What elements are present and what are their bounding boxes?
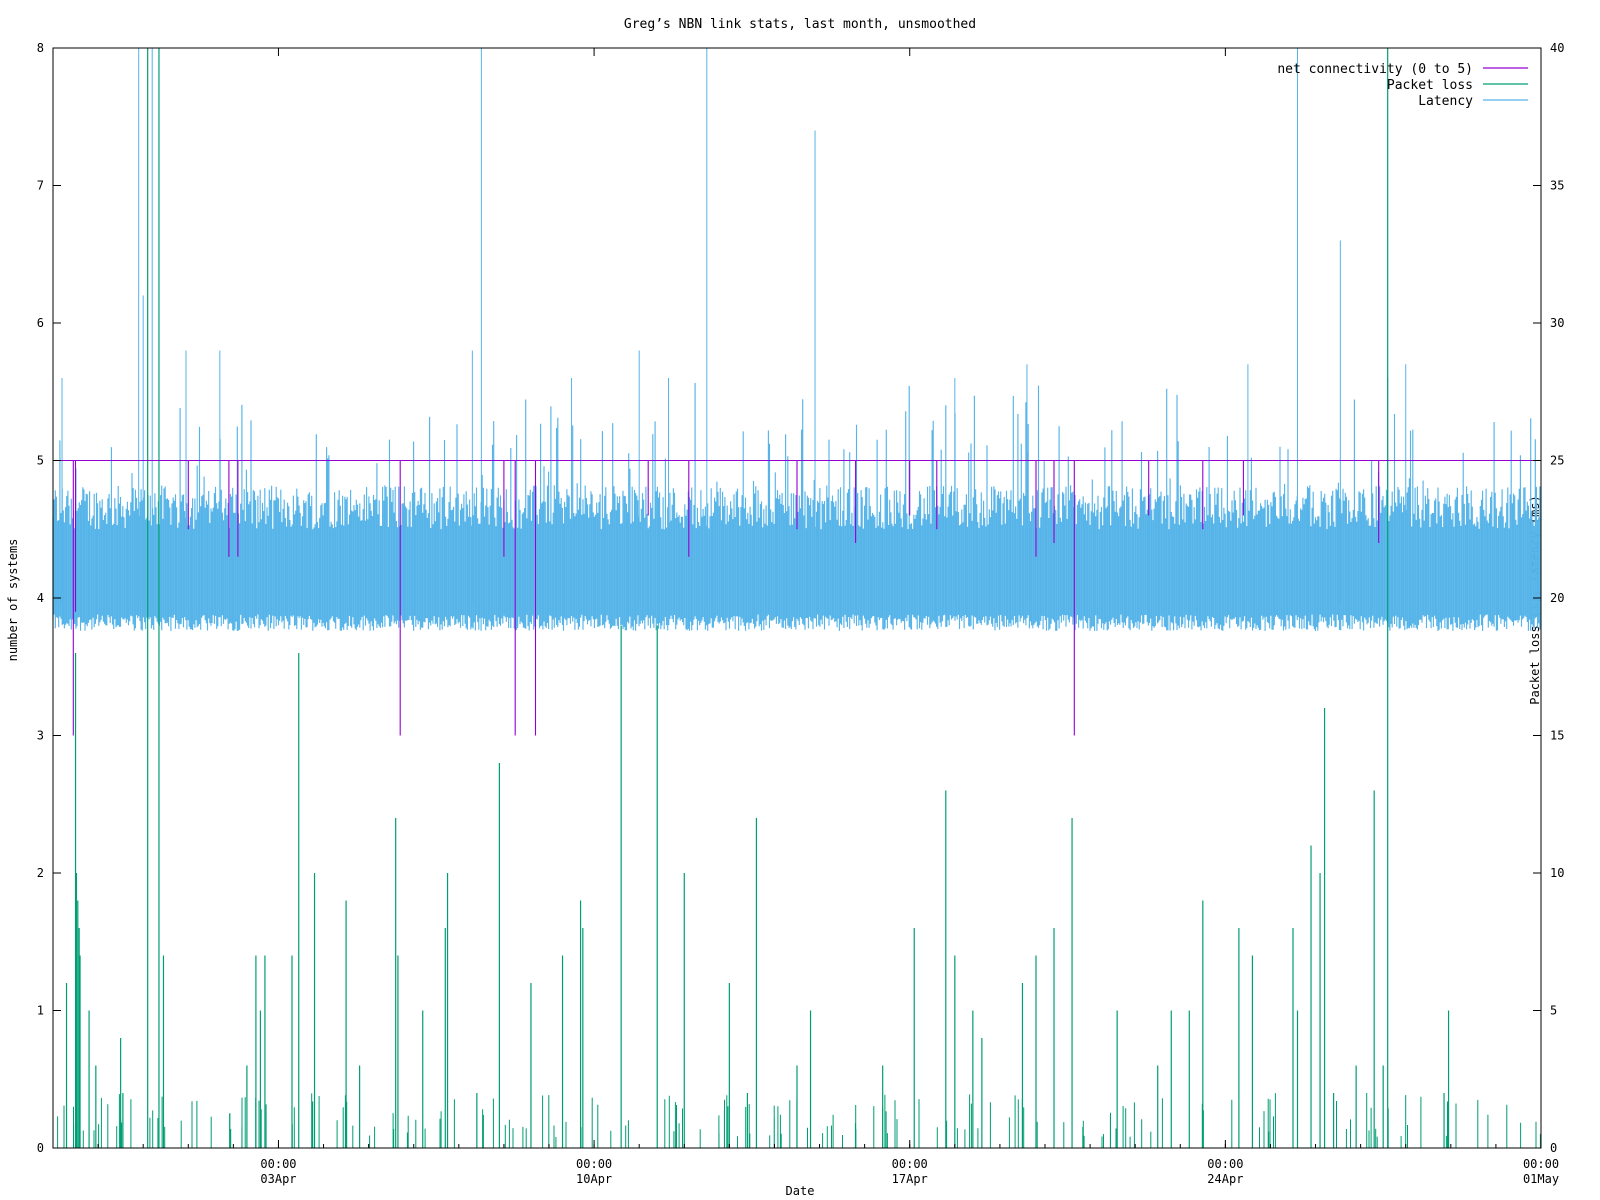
x-tick-label-time: 00:00	[576, 1157, 612, 1171]
y2-tick-label: 25	[1550, 454, 1564, 468]
y2-tick-label: 5	[1550, 1004, 1557, 1018]
x-tick-label-date: 03Apr	[260, 1172, 296, 1186]
y2-tick-label: 10	[1550, 866, 1564, 880]
axes: 012345678051015202530354000:0003Apr00:00…	[37, 41, 1565, 1186]
connectivity-line	[53, 459, 1541, 736]
y-tick-label: 6	[37, 316, 44, 330]
x-tick-label-time: 00:00	[1523, 1157, 1559, 1171]
y2-tick-label: 35	[1550, 179, 1564, 193]
legend: net connectivity (0 to 5) Packet loss La…	[1277, 62, 1528, 109]
x-tick-label-date: 24Apr	[1207, 1172, 1243, 1186]
y-tick-label: 0	[37, 1141, 44, 1155]
x-tick-label-time: 00:00	[892, 1157, 928, 1171]
y-axis-label: number of systems	[6, 539, 20, 662]
x-tick-label-date: 17Apr	[892, 1172, 928, 1186]
plot-area	[52, 48, 1541, 1148]
legend-label-connectivity: net connectivity (0 to 5)	[1277, 62, 1473, 77]
chart-title: Greg’s NBN link stats, last month, unsmo…	[624, 17, 976, 32]
packet-loss-noise	[57, 1093, 1541, 1148]
y-tick-label: 5	[37, 454, 44, 468]
x-tick-label-date: 10Apr	[576, 1172, 612, 1186]
y2-tick-label: 40	[1550, 41, 1564, 55]
y2-tick-label: 20	[1550, 591, 1564, 605]
y2-tick-label: 15	[1550, 729, 1564, 743]
y-tick-label: 7	[37, 179, 44, 193]
y2-tick-label: 0	[1550, 1141, 1557, 1155]
x-tick-label-date: 01May	[1523, 1172, 1559, 1186]
x-tick-label-time: 00:00	[1207, 1157, 1243, 1171]
y-tick-label: 8	[37, 41, 44, 55]
legend-label-packet-loss: Packet loss	[1387, 78, 1473, 93]
y-tick-label: 3	[37, 729, 44, 743]
y-tick-label: 4	[37, 591, 44, 605]
legend-label-latency: Latency	[1418, 94, 1473, 109]
x-axis-label: Date	[786, 1184, 815, 1198]
y-tick-label: 2	[37, 866, 44, 880]
x-tick-label-time: 00:00	[260, 1157, 296, 1171]
y2-tick-label: 30	[1550, 316, 1564, 330]
y-tick-label: 1	[37, 1004, 44, 1018]
